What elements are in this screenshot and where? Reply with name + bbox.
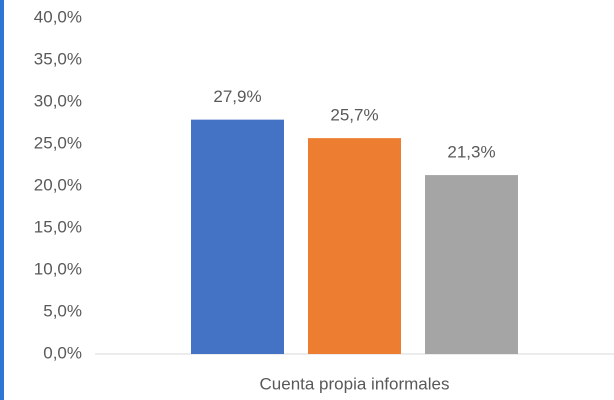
y-tick-label: 10,0% — [34, 259, 82, 278]
bar — [425, 175, 518, 354]
y-tick-label: 40,0% — [34, 7, 82, 26]
x-tick-label: Cuenta propia informales — [260, 374, 450, 393]
y-tick-label: 30,0% — [34, 91, 82, 110]
data-label: 21,3% — [447, 143, 495, 162]
data-label: 27,9% — [213, 87, 261, 106]
bar — [191, 119, 284, 354]
y-tick-label: 25,0% — [34, 133, 82, 152]
y-tick-label: 0,0% — [43, 343, 82, 362]
bar — [308, 138, 401, 354]
y-tick-label: 35,0% — [34, 49, 82, 68]
data-label: 25,7% — [330, 106, 378, 125]
y-tick-label: 15,0% — [34, 217, 82, 236]
y-tick-label: 20,0% — [34, 175, 82, 194]
y-tick-label: 5,0% — [43, 301, 82, 320]
left-edge — [0, 0, 4, 400]
